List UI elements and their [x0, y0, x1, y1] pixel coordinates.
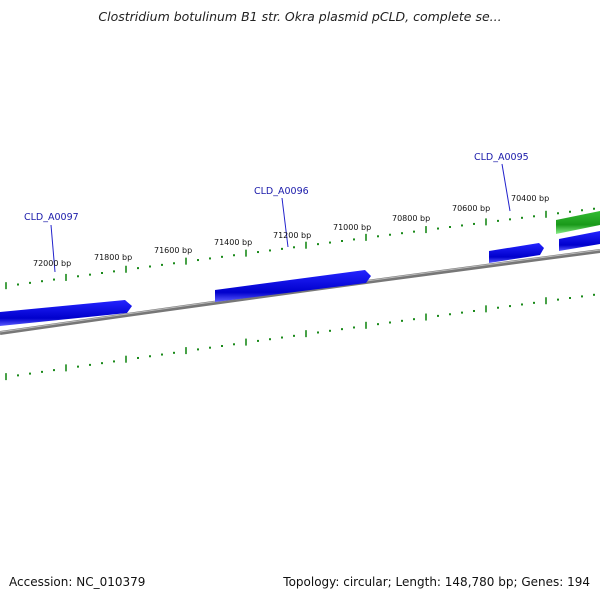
map-title: Clostridium botulinum B1 str. Okra plasm… [98, 9, 502, 24]
gene-leader-line [50, 224, 56, 273]
gene-CLD_A0095[interactable] [489, 243, 544, 263]
plasmid-backbone [0, 249, 600, 335]
gene-label-CLD_A0096[interactable]: CLD_A0096 [254, 186, 309, 197]
accession-text: Accession: NC_010379 [9, 575, 146, 589]
gene-leader-line [501, 163, 511, 212]
gene-arrow[interactable] [0, 300, 132, 326]
gene-green[interactable] [556, 211, 600, 234]
gene-arrow[interactable] [556, 211, 600, 234]
inner-scale [5, 293, 595, 381]
topology-text: Topology: circular; Length: 148,780 bp; … [283, 575, 590, 589]
scale-label: 70600 bp [452, 204, 490, 213]
scale-label: 71400 bp [214, 238, 252, 247]
scale-label: 71000 bp [333, 223, 371, 232]
scale-label: 70800 bp [392, 214, 430, 223]
scale-label: 72000 bp [33, 259, 71, 268]
gene-label-CLD_A0095[interactable]: CLD_A0095 [474, 152, 529, 163]
gene-arrow[interactable] [489, 243, 544, 263]
scale-label: 70400 bp [511, 194, 549, 203]
scale-label: 71600 bp [154, 246, 192, 255]
gene-unlabeled-right[interactable] [559, 231, 600, 251]
gene-CLD_A0096[interactable] [215, 270, 371, 302]
gene-arrow[interactable] [215, 270, 371, 302]
scale-label: 71200 bp [273, 231, 311, 240]
gene-CLD_A0097[interactable] [0, 300, 132, 326]
gene-label-CLD_A0097[interactable]: CLD_A0097 [24, 212, 79, 223]
gene-arrow[interactable] [559, 231, 600, 251]
gene-leader-line [281, 197, 289, 248]
scale-label: 71800 bp [94, 253, 132, 262]
outer-scale [5, 207, 595, 290]
